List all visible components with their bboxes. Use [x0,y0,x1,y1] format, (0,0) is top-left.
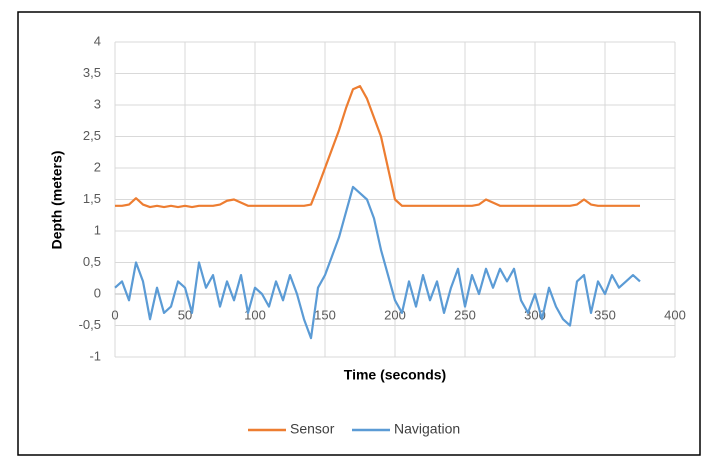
y-tick-label: 4 [94,33,101,48]
series-line [114,185,641,340]
y-tick-label: 0 [94,285,101,300]
x-tick-label: 400 [664,307,686,322]
x-axis-title: Time (seconds) [344,367,446,383]
y-tick-label: 1 [94,222,101,237]
y-tick-label: 3,5 [83,65,101,80]
y-tick-label: -0,5 [79,317,101,332]
x-tick-label: 50 [178,307,192,322]
y-tick-label: 2,5 [83,128,101,143]
x-tick-label: 350 [594,307,616,322]
frame [17,11,701,456]
x-tick-label: 0 [111,307,118,322]
y-tick-label: -1 [89,348,101,363]
y-tick-label: 3 [94,96,101,111]
series-line [115,85,640,209]
y-tick-label: 1,5 [83,191,101,206]
x-tick-label: 250 [454,307,476,322]
y-tick-label: 2 [94,159,101,174]
y-axis-title: Depth (meters) [49,151,65,250]
x-tick-label: 150 [314,307,336,322]
legend-text: Sensor [290,421,335,437]
legend-text: Navigation [394,421,460,437]
y-tick-label: 0,5 [83,254,101,269]
